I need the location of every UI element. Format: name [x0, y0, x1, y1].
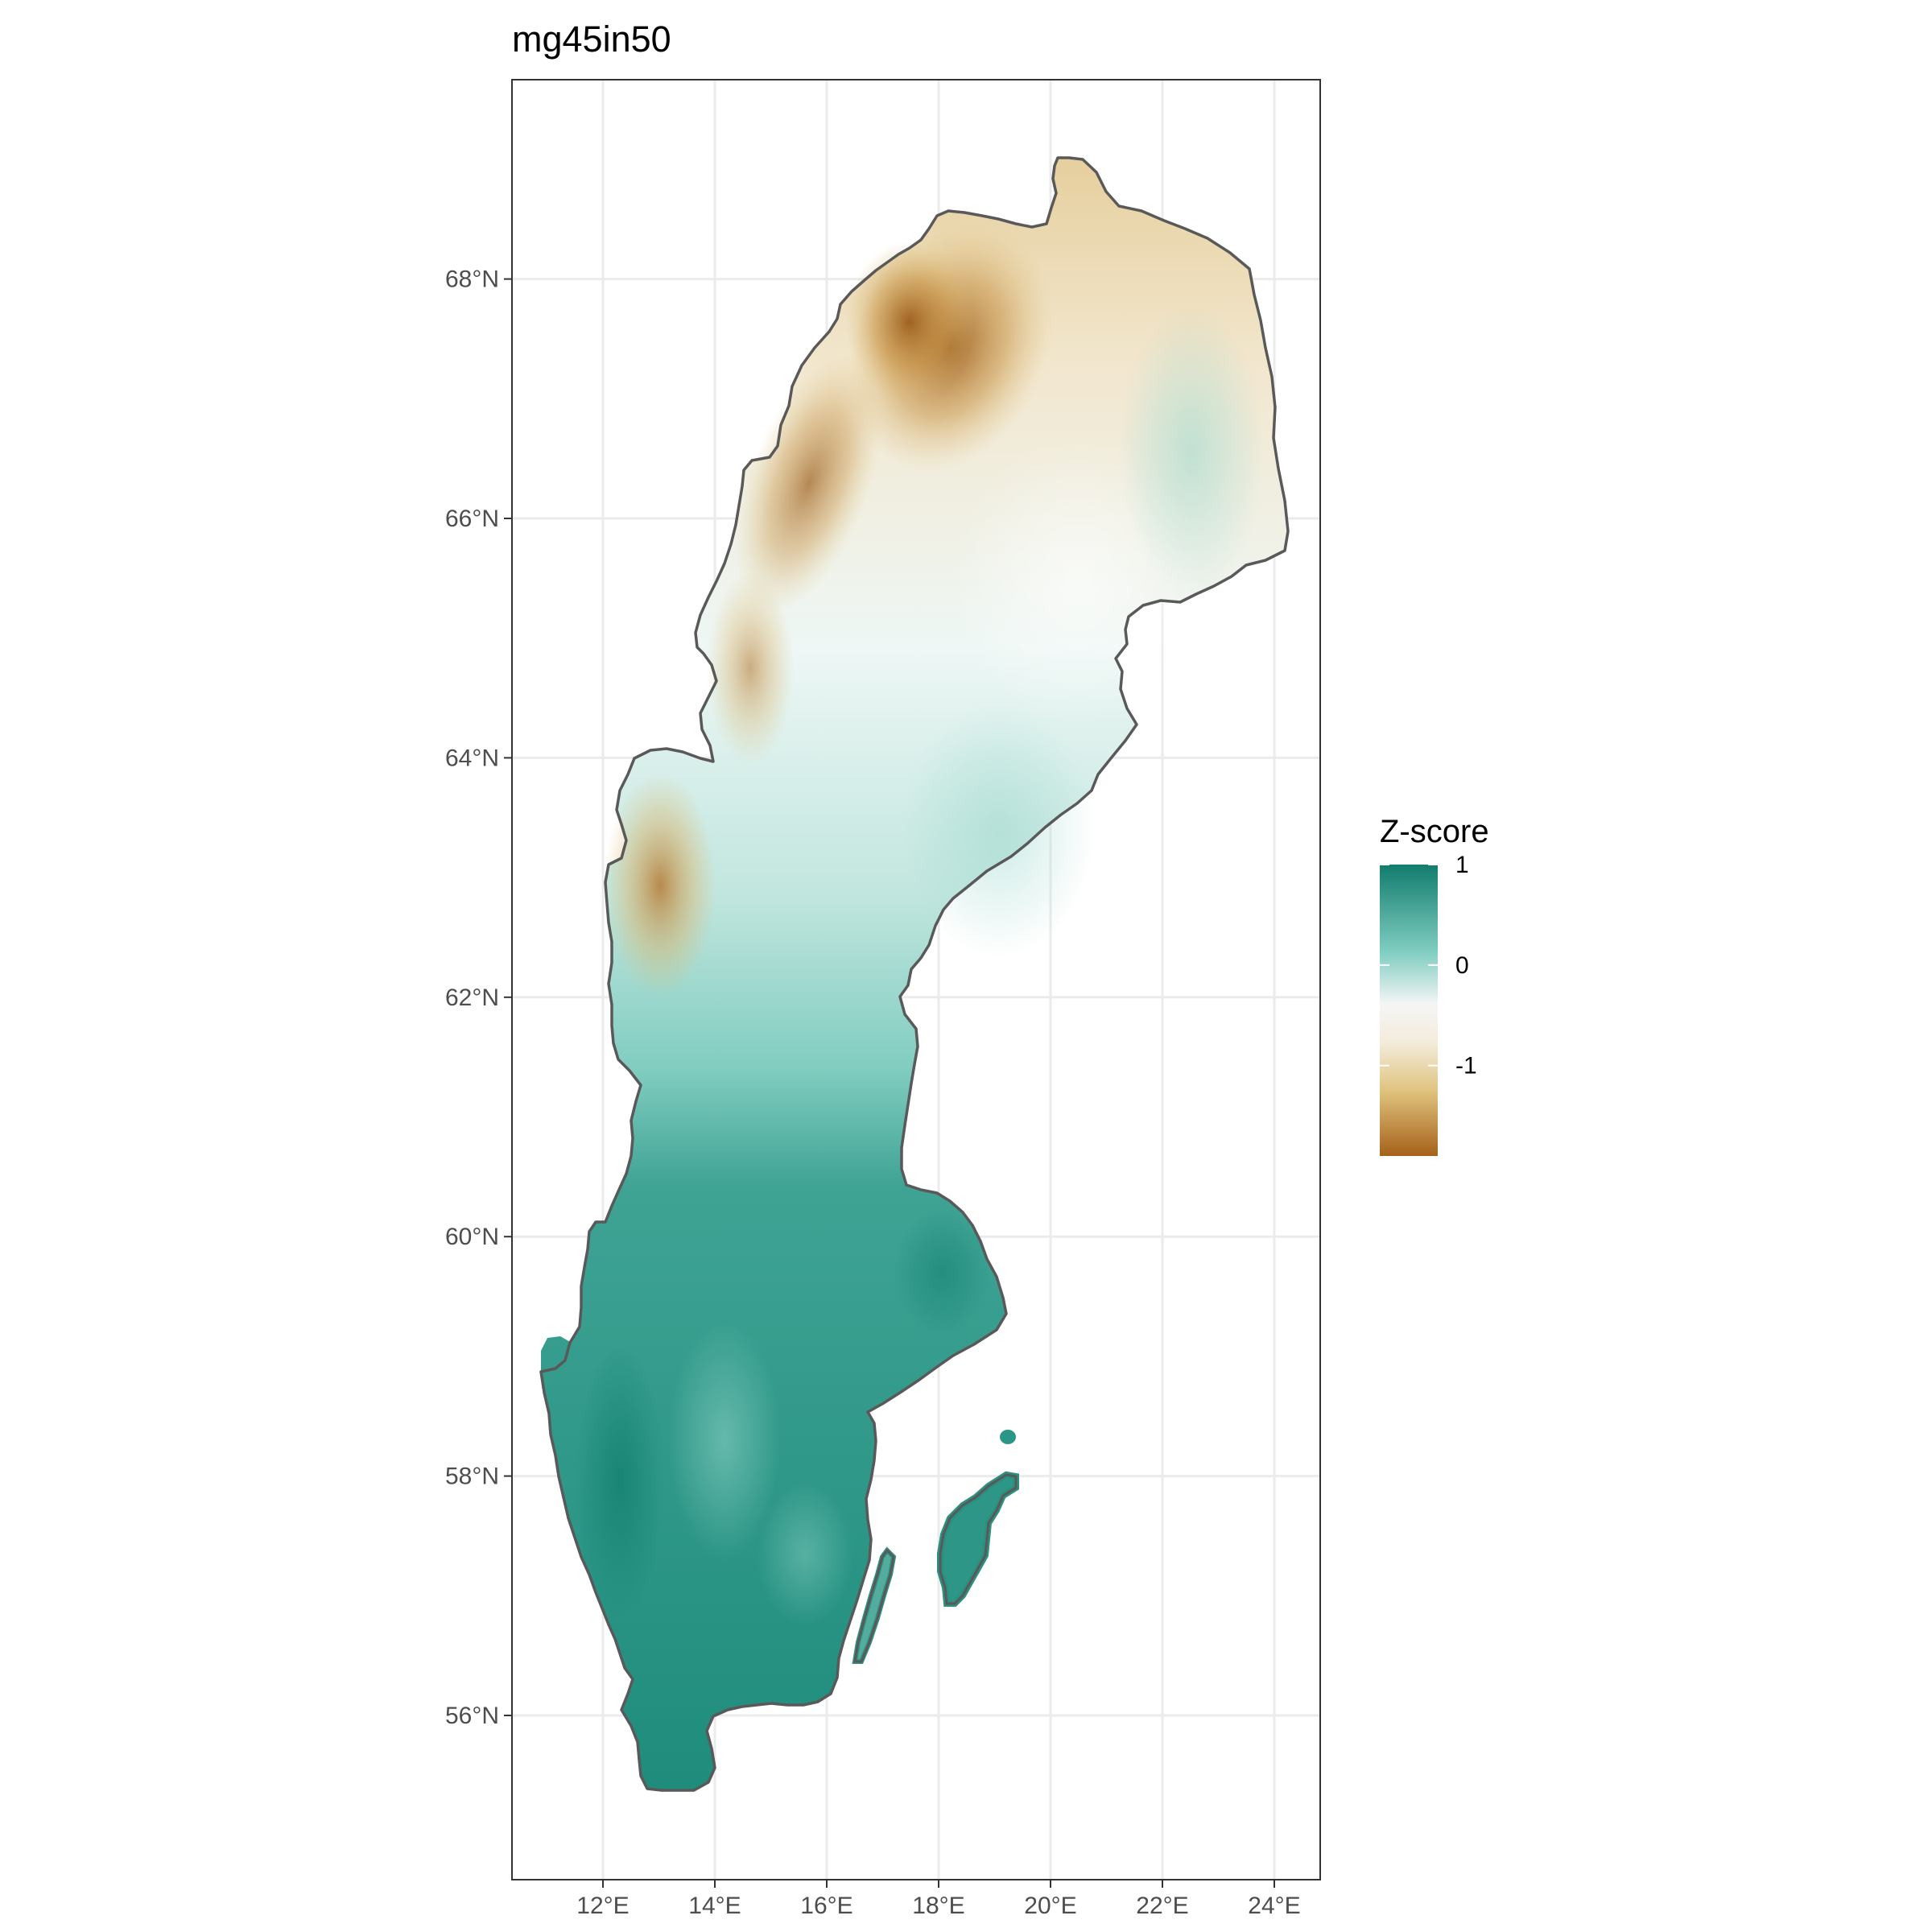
east-lake-deep [894, 1208, 990, 1336]
y-tick-label: 66°N [445, 506, 499, 532]
y-tick-label: 60°N [445, 1224, 499, 1250]
lowland-light-south [668, 1320, 781, 1562]
highland-shade-north-core [845, 242, 974, 402]
highland-shade-mid [735, 353, 883, 613]
country-border [539, 156, 1290, 1792]
border-oland [853, 1548, 895, 1663]
legend-title: Z-score [1380, 814, 1489, 849]
axes: 12°E 14°E 16°E 18°E 20°E 22°E 24°E 56°N 58°N 60°N… [445, 266, 1301, 1919]
legend-tick-label: -1 [1455, 1053, 1477, 1080]
legend: Z-score 1 0 -1 [1380, 814, 1489, 1156]
highland-shade-south-upper [706, 572, 795, 765]
y-tick-label: 62°N [445, 985, 499, 1011]
legend-colorbar [1380, 865, 1438, 1156]
x-tick-label: 18°E [912, 1893, 964, 1919]
x-tick-label: 24°E [1248, 1893, 1300, 1919]
coast-tint-north [1119, 306, 1264, 596]
border-gotland [939, 1473, 1018, 1605]
x-tick-label: 14°E [688, 1893, 741, 1919]
west-coast-deep [576, 1344, 664, 1618]
y-tick-label: 64°N [445, 745, 499, 771]
x-tick-label: 22°E [1136, 1893, 1188, 1919]
x-tick-label: 20°E [1024, 1893, 1076, 1919]
legend-ticks: 1 0 -1 [1380, 852, 1477, 1080]
panel-border [511, 79, 1321, 1880]
y-tick-label: 68°N [445, 266, 499, 293]
highland-shade-south [604, 773, 716, 998]
legend-tick-label: 1 [1455, 852, 1469, 878]
map-title: mg45in50 [512, 19, 671, 60]
y-tick-label: 58°N [445, 1463, 499, 1490]
legend-tick-label: 0 [1455, 952, 1469, 979]
lowland-light-south-2 [757, 1481, 853, 1626]
land-raster [541, 158, 1288, 1790]
x-tick-label: 16°E [800, 1893, 852, 1919]
coast-tint-mid [902, 700, 1095, 958]
y-tick-label: 56°N [445, 1703, 499, 1729]
land-gotska-sandon [1000, 1430, 1016, 1444]
x-tick-label: 12°E [576, 1893, 629, 1919]
